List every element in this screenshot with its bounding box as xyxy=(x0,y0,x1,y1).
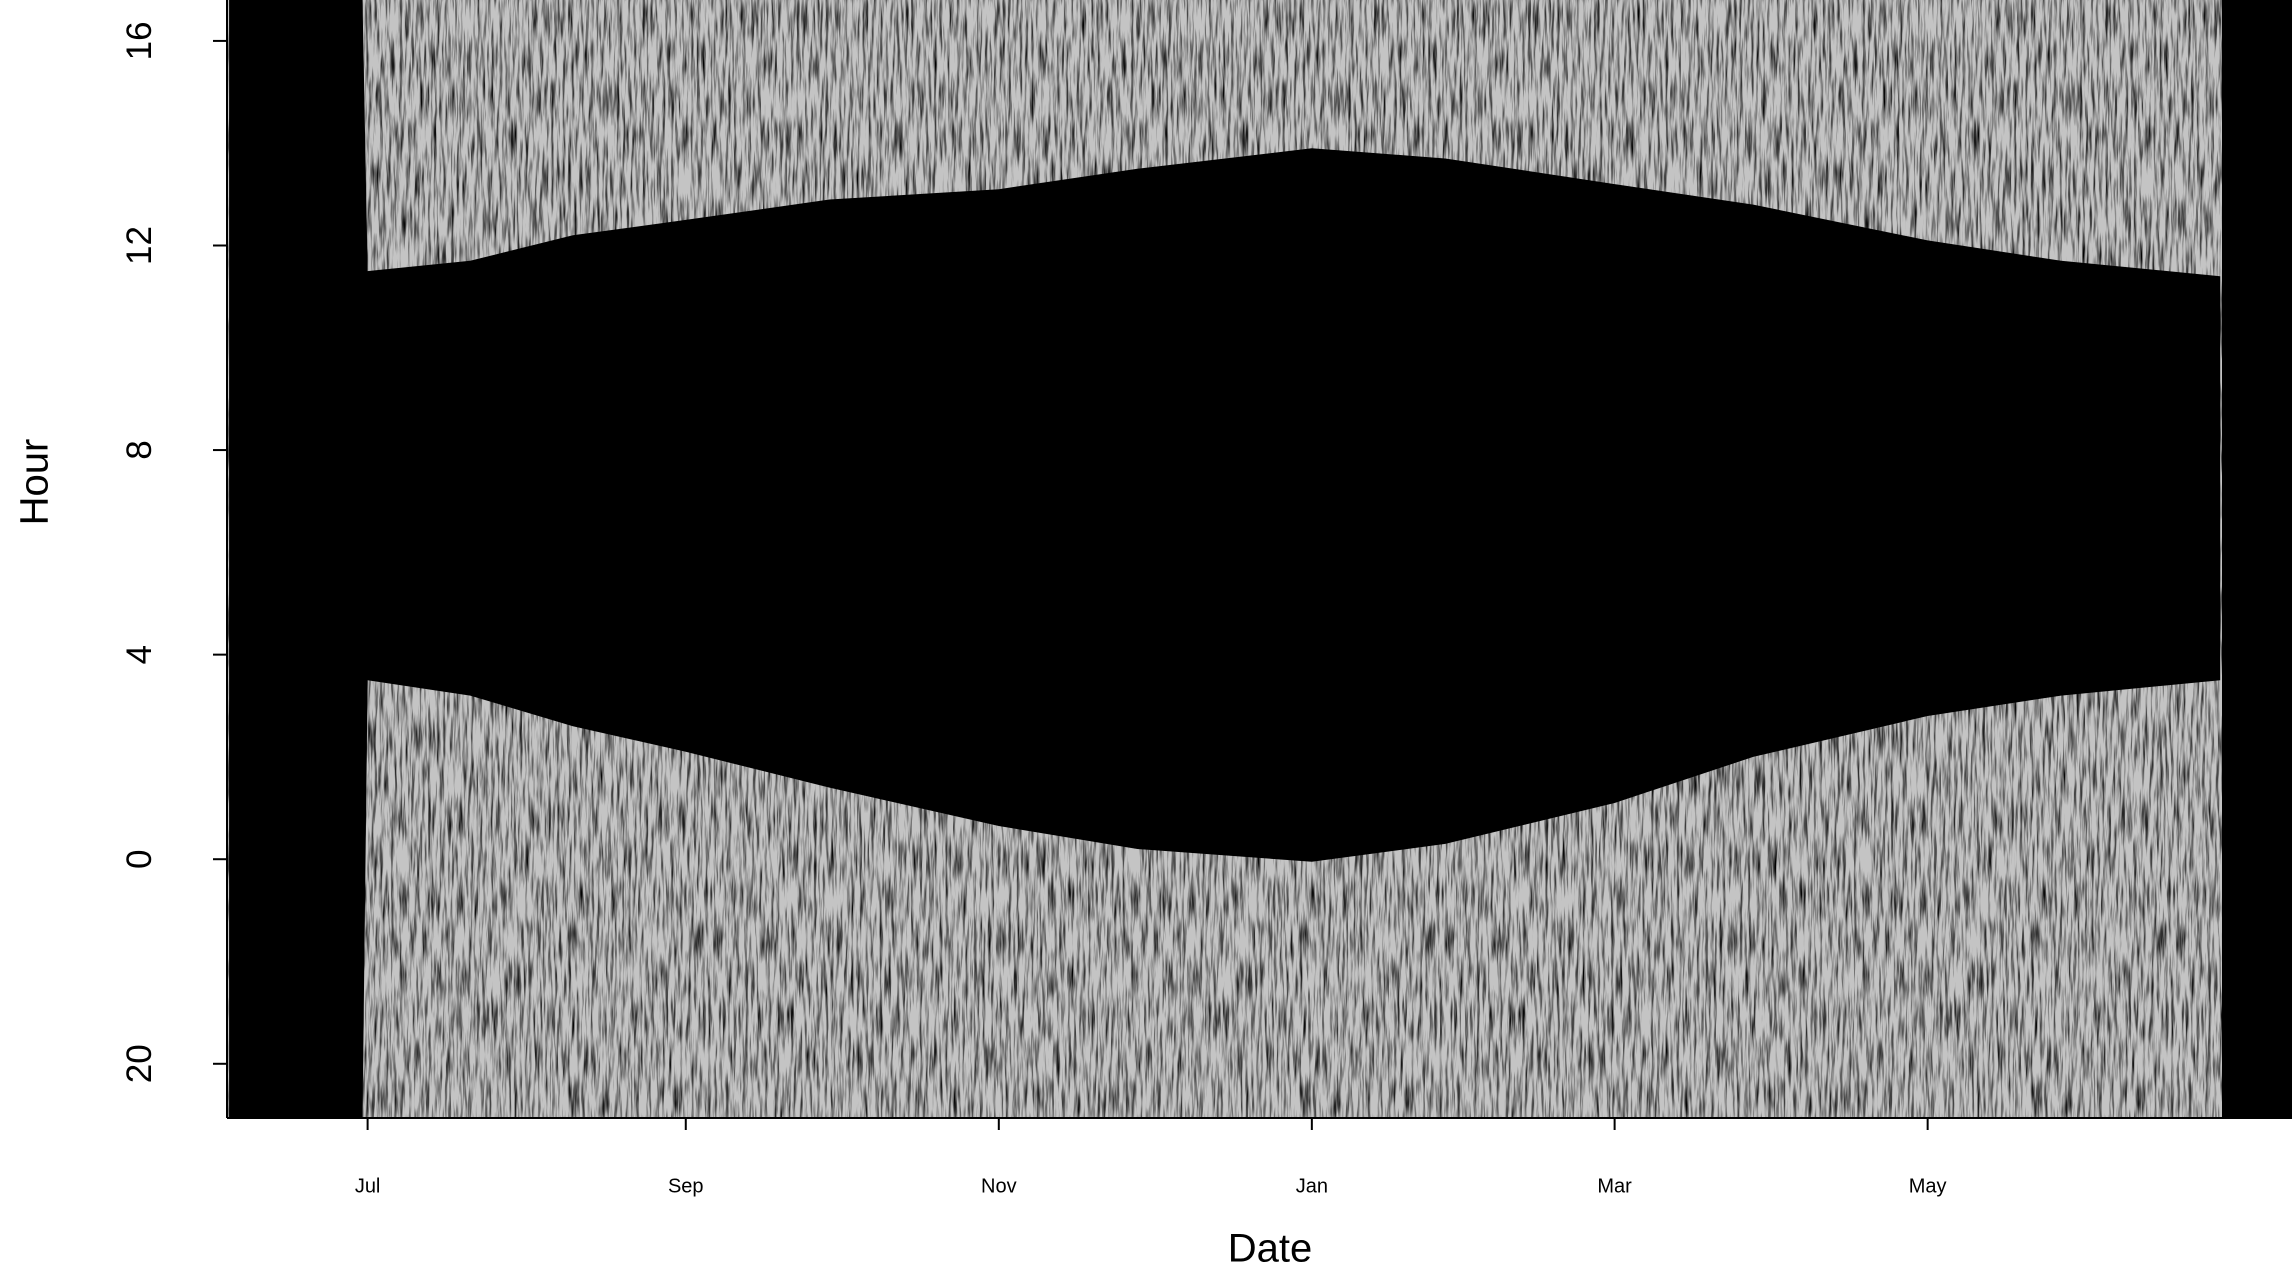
y-tick-label: 4 xyxy=(120,645,159,664)
x-tick-label: Jan xyxy=(1296,1175,1328,1197)
y-tick-label: 20 xyxy=(120,1044,159,1083)
range-band xyxy=(229,0,2221,1118)
x-tick-label: Jul xyxy=(355,1175,381,1197)
x-tick-label: Sep xyxy=(668,1175,704,1197)
y-tick-label: 0 xyxy=(120,849,159,868)
x-tick-label: Mar xyxy=(1597,1175,1632,1197)
y-tick-label: 16 xyxy=(120,21,159,60)
plot-area xyxy=(227,0,2292,1118)
x-tick-label: Nov xyxy=(981,1175,1017,1197)
x-tick-label: May xyxy=(1909,1175,1947,1197)
right-strip xyxy=(2222,705,2292,1118)
y-axis-title: Hour xyxy=(13,439,57,526)
right-strip xyxy=(2222,0,2292,705)
y-tick-label: 8 xyxy=(120,440,159,459)
y-tick-label: 12 xyxy=(120,226,159,265)
x-axis-title: Date xyxy=(1228,1227,1313,1271)
